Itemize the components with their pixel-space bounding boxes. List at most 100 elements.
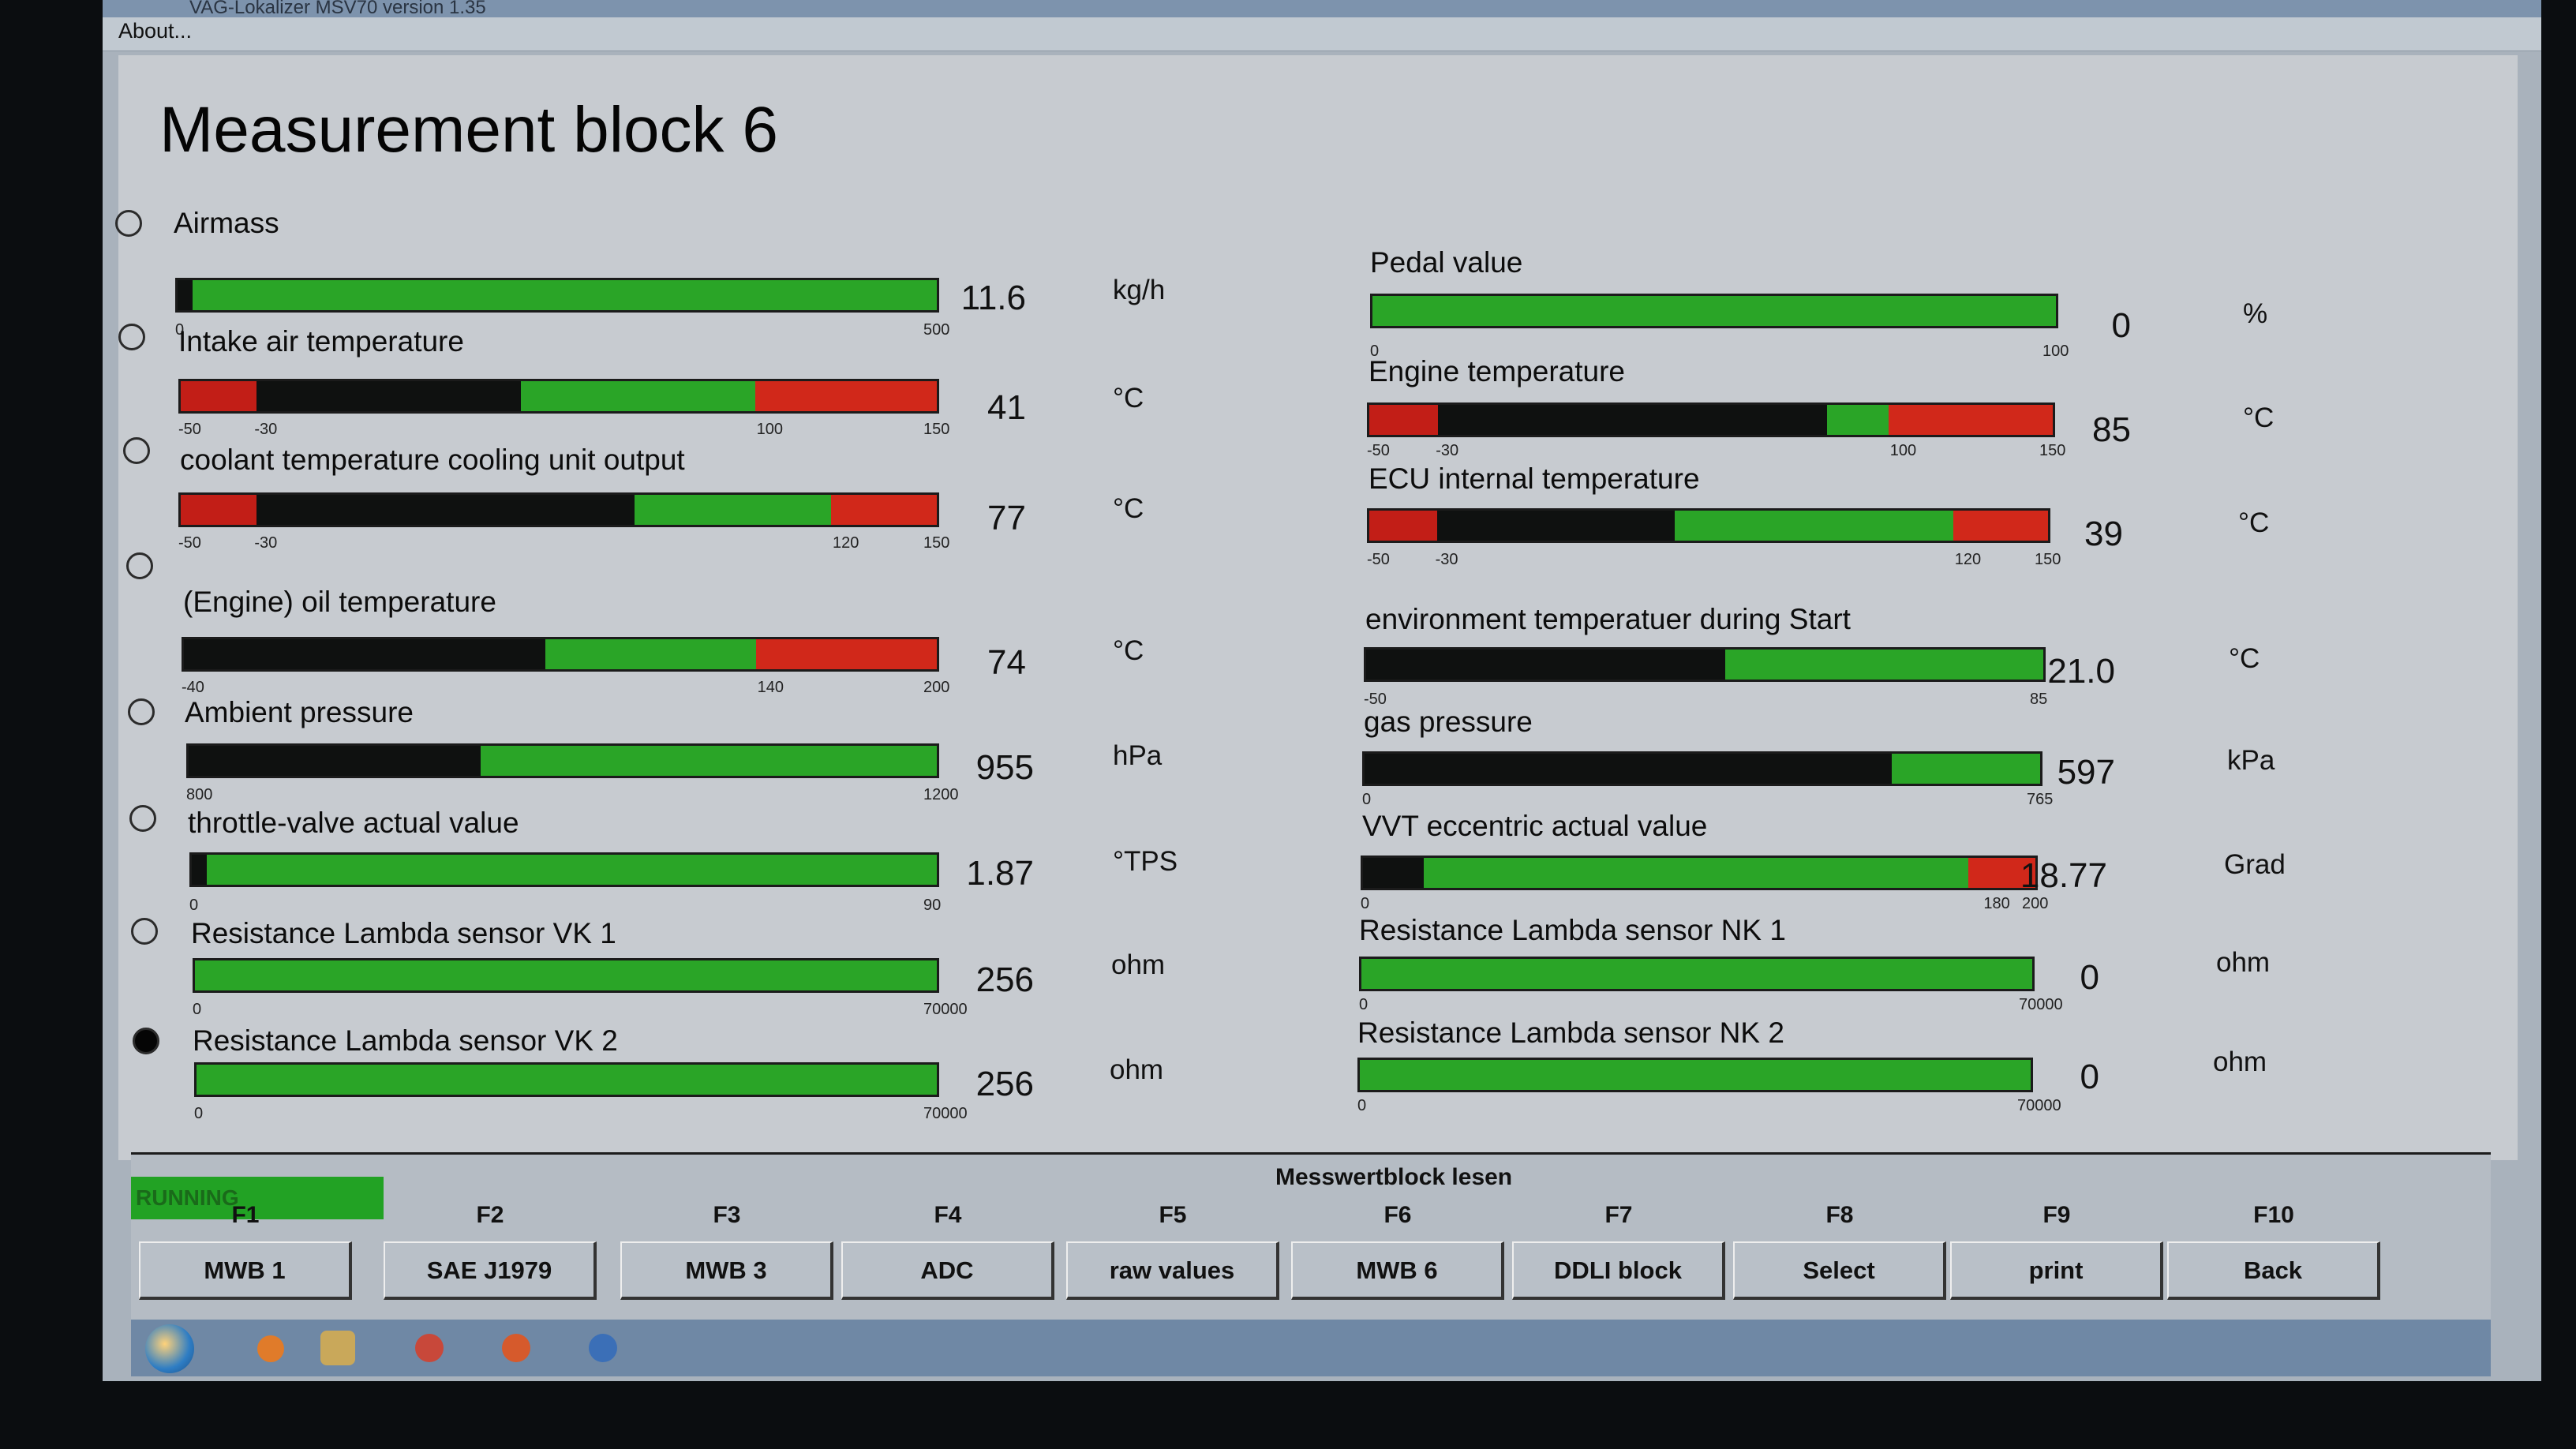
right-tick-2-1: -30 bbox=[1435, 551, 1458, 568]
radio-7[interactable] bbox=[133, 1028, 159, 1054]
fkey-button-f8[interactable]: Select bbox=[1733, 1241, 1946, 1300]
left-value-5: 1.87 bbox=[966, 854, 1034, 893]
radio-3[interactable] bbox=[126, 552, 153, 579]
left-tick-7-0: 0 bbox=[194, 1105, 204, 1122]
left-gauge-bar-4 bbox=[186, 743, 939, 778]
folder-icon[interactable] bbox=[320, 1331, 355, 1365]
radio-6[interactable] bbox=[131, 918, 158, 945]
gauge-fill bbox=[1363, 858, 1424, 888]
radio-2[interactable] bbox=[123, 437, 150, 464]
fkey-button-f10[interactable]: Back bbox=[2167, 1241, 2380, 1300]
left-tick-3-2: 200 bbox=[923, 679, 950, 696]
fkey-button-f3[interactable]: MWB 3 bbox=[620, 1241, 833, 1300]
gauge-fill bbox=[178, 280, 193, 310]
gauge-fill bbox=[1365, 754, 1892, 784]
chrome-icon[interactable] bbox=[415, 1334, 444, 1362]
menu-about[interactable]: About... bbox=[118, 19, 193, 43]
left-tick-2-0: -50 bbox=[178, 534, 201, 552]
left-value-7: 256 bbox=[975, 1065, 1034, 1103]
fkey-button-f9[interactable]: print bbox=[1950, 1241, 2163, 1300]
media-player-icon[interactable] bbox=[257, 1335, 284, 1362]
menu-bar: About... bbox=[103, 17, 2541, 51]
left-tick-5-1: 90 bbox=[923, 897, 942, 914]
left-value-0: 11.6 bbox=[960, 279, 1026, 317]
left-unit-7: ohm bbox=[1110, 1054, 1164, 1085]
right-label-2: ECU internal temperature bbox=[1368, 462, 1700, 495]
right-label-3: environment temperatuer during Start bbox=[1365, 603, 1851, 635]
radio-5[interactable] bbox=[129, 805, 156, 832]
high-range-zone bbox=[756, 639, 937, 669]
right-gauge-bar-4 bbox=[1362, 751, 2042, 786]
low-range-zone bbox=[181, 381, 256, 411]
radio-4[interactable] bbox=[128, 698, 155, 725]
left-label-2: coolant temperature cooling unit output bbox=[180, 444, 685, 476]
app-icon[interactable] bbox=[589, 1334, 617, 1362]
left-value-1: 41 bbox=[987, 388, 1026, 427]
function-key-bar: RUNNING Messwertblock lesen F1 MWB 1 F2 SAE… bbox=[131, 1152, 2491, 1352]
windows-start-icon[interactable] bbox=[145, 1324, 194, 1373]
fkey-button-f4[interactable]: ADC bbox=[841, 1241, 1054, 1300]
right-tick-6-1: 70000 bbox=[2019, 996, 2063, 1013]
right-gauge-bar-3 bbox=[1364, 647, 2046, 682]
right-tick-3-1: 85 bbox=[2030, 691, 2048, 708]
left-unit-2: °C bbox=[1113, 493, 1144, 524]
right-tick-0-1: 100 bbox=[2042, 343, 2069, 360]
fkey-button-f7[interactable]: DDLI block bbox=[1512, 1241, 1725, 1300]
left-tick-3-1: 140 bbox=[757, 679, 784, 696]
gauge-fill bbox=[189, 746, 481, 776]
high-range-zone bbox=[755, 381, 937, 411]
radio-1[interactable] bbox=[118, 324, 145, 350]
right-gauge-bar-2 bbox=[1367, 508, 2050, 543]
right-tick-4-0: 0 bbox=[1362, 791, 1372, 808]
left-gauge-bar-5 bbox=[189, 852, 939, 887]
fkey-f10: F10 Back bbox=[2167, 1202, 2380, 1320]
gauge-fill bbox=[1437, 511, 1675, 541]
radio-0[interactable] bbox=[115, 210, 142, 237]
left-tick-5-0: 0 bbox=[189, 897, 199, 914]
fkey-button-f5[interactable]: raw values bbox=[1066, 1241, 1279, 1300]
right-tick-1-1: -30 bbox=[1436, 442, 1459, 459]
high-range-zone bbox=[830, 495, 937, 525]
fkey-button-f2[interactable]: SAE J1979 bbox=[384, 1241, 597, 1300]
left-unit-0: kg/h bbox=[1113, 275, 1166, 305]
fkey-button-f6[interactable]: MWB 6 bbox=[1291, 1241, 1504, 1300]
fkey-f7: F7 DDLI block bbox=[1512, 1202, 1725, 1320]
left-tick-0-0: 0 bbox=[175, 321, 185, 339]
right-tick-0-0: 0 bbox=[1370, 343, 1380, 360]
high-range-zone bbox=[1889, 405, 2053, 435]
right-tick-4-1: 765 bbox=[2027, 791, 2054, 808]
left-tick-0-1: 500 bbox=[923, 321, 950, 339]
right-tick-1-2: 100 bbox=[1889, 442, 1917, 459]
gauge-fill bbox=[192, 855, 207, 885]
right-unit-5: Grad bbox=[2224, 849, 2286, 880]
right-value-0: 0 bbox=[2111, 306, 2131, 345]
left-tick-6-1: 70000 bbox=[923, 1001, 968, 1018]
left-tick-1-3: 150 bbox=[923, 421, 950, 438]
high-range-zone bbox=[1968, 858, 2035, 888]
right-tick-5-0: 0 bbox=[1361, 895, 1370, 912]
fkey-label: F10 bbox=[2253, 1202, 2294, 1228]
left-tick-1-0: -50 bbox=[178, 421, 201, 438]
fkey-button-f1[interactable]: MWB 1 bbox=[139, 1241, 352, 1300]
low-range-zone bbox=[181, 495, 256, 525]
right-gauge-bar-7 bbox=[1357, 1058, 2033, 1092]
fkey-label: F9 bbox=[2042, 1202, 2071, 1228]
gauge-fill bbox=[256, 495, 635, 525]
left-gauge-bar-7 bbox=[194, 1062, 939, 1097]
left-gauge-bar-6 bbox=[193, 958, 939, 993]
right-label-4: gas pressure bbox=[1364, 706, 1533, 738]
right-value-2: 39 bbox=[2084, 515, 2123, 553]
left-value-6: 256 bbox=[975, 960, 1034, 999]
left-unit-5: °TPS bbox=[1113, 846, 1178, 877]
right-unit-0: % bbox=[2243, 298, 2268, 329]
footer-caption: Messwertblock lesen bbox=[1275, 1164, 1513, 1190]
firefox-icon[interactable] bbox=[502, 1334, 530, 1362]
right-unit-2: °C bbox=[2238, 507, 2270, 538]
left-label-3: (Engine) oil temperature bbox=[183, 586, 496, 618]
gauge-fill bbox=[256, 381, 522, 411]
left-label-5: throttle-valve actual value bbox=[188, 807, 519, 839]
low-range-zone bbox=[1369, 511, 1437, 541]
right-label-6: Resistance Lambda sensor NK 1 bbox=[1359, 914, 1786, 946]
left-tick-2-3: 150 bbox=[923, 534, 950, 552]
left-unit-6: ohm bbox=[1111, 949, 1166, 980]
